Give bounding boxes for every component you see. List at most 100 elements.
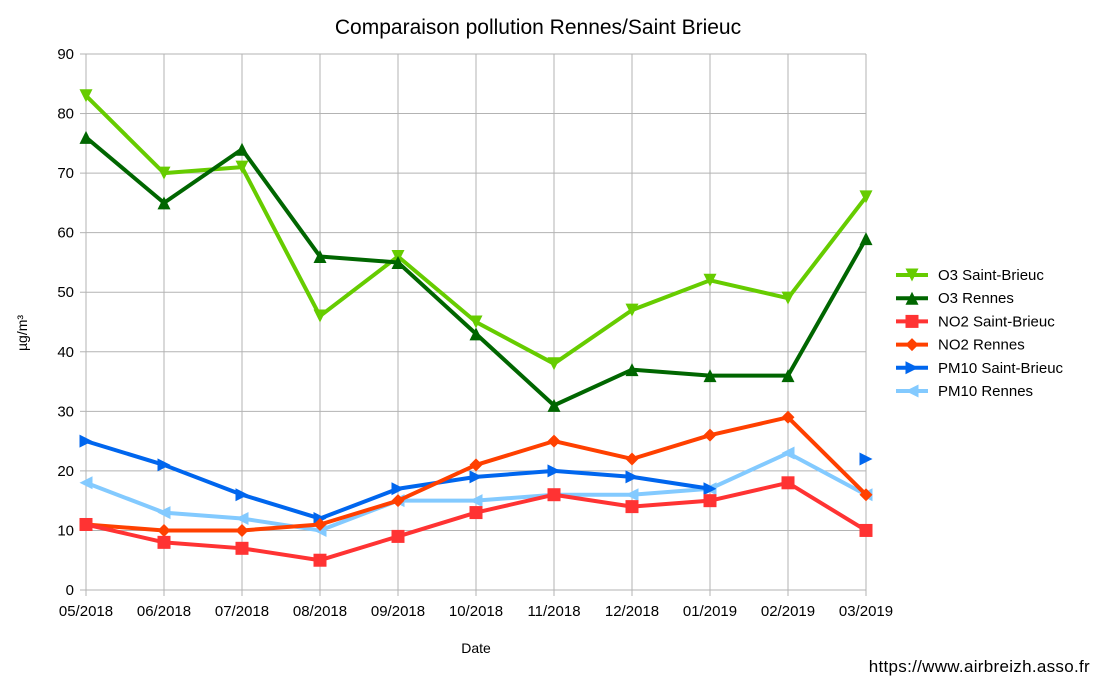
y-tick-label: 90 [57, 46, 74, 63]
data-point [469, 327, 483, 341]
data-point [157, 166, 171, 180]
data-point [469, 506, 483, 520]
data-point [313, 553, 327, 567]
legend-item: PM10 Rennes [896, 383, 1033, 400]
data-point [781, 410, 795, 424]
data-point [235, 488, 249, 502]
series-group [79, 89, 873, 567]
x-axis-label: Date [461, 640, 491, 656]
legend-marker [905, 361, 919, 375]
data-point [79, 130, 93, 144]
source-url: https://www.airbreizh.asso.fr [868, 657, 1090, 676]
data-point [469, 494, 483, 508]
data-point [157, 196, 171, 210]
data-point [625, 500, 639, 514]
data-point [547, 434, 561, 448]
data-point [625, 488, 639, 502]
data-point [703, 273, 717, 287]
legend-label: PM10 Rennes [938, 383, 1033, 400]
data-point [859, 232, 873, 246]
legend-label: NO2 Rennes [938, 337, 1025, 354]
x-tick-label: 08/2018 [293, 603, 347, 620]
chart-title: Comparaison pollution Rennes/Saint Brieu… [335, 16, 741, 39]
data-point [391, 529, 405, 543]
y-tick-label: 0 [66, 582, 74, 599]
y-tick-label: 30 [57, 403, 74, 420]
data-point [235, 541, 249, 555]
data-point [859, 488, 873, 502]
legend-marker [905, 268, 919, 282]
data-point [157, 535, 171, 549]
y-tick-label: 40 [57, 344, 74, 361]
data-point [547, 488, 561, 502]
data-point [469, 470, 483, 484]
data-point [79, 476, 93, 490]
y-axis-ticks: 0 10 20 30 40 50 60 70 80 90 [57, 46, 74, 599]
x-tick-label: 06/2018 [137, 603, 191, 620]
y-tick-label: 10 [57, 522, 74, 539]
data-point [859, 452, 873, 466]
legend-marker [905, 314, 919, 328]
data-point [625, 303, 639, 317]
data-point [157, 458, 171, 472]
data-point [79, 517, 93, 531]
data-point [625, 470, 639, 484]
data-point [781, 476, 795, 490]
data-point [235, 142, 249, 156]
y-tick-label: 20 [57, 463, 74, 480]
legend-marker [905, 291, 919, 305]
legend: O3 Saint-Brieuc O3 Rennes NO2 Saint-Brieuc… [896, 267, 1064, 400]
x-axis-ticks: 05/2018 06/2018 07/2018 08/2018 09/2018 10/20… [59, 603, 893, 620]
series-pm10-saint-brieuc [79, 434, 873, 526]
data-point [781, 291, 795, 305]
y-tick-label: 70 [57, 165, 74, 182]
data-point [469, 315, 483, 329]
data-point [781, 369, 795, 383]
data-point [547, 464, 561, 478]
data-point [391, 482, 405, 496]
x-tick-label: 03/2019 [839, 603, 893, 620]
data-point [547, 357, 561, 371]
legend-item: O3 Saint-Brieuc [896, 267, 1044, 284]
data-point [235, 512, 249, 526]
legend-marker [905, 384, 919, 398]
data-point [859, 523, 873, 537]
data-point [79, 89, 93, 103]
x-tick-label: 12/2018 [605, 603, 659, 620]
y-tick-label: 60 [57, 225, 74, 242]
data-point [157, 506, 171, 520]
data-point [703, 369, 717, 383]
y-tick-label: 50 [57, 284, 74, 301]
data-point [157, 523, 171, 537]
legend-item: NO2 Saint-Brieuc [896, 313, 1055, 330]
y-tick-label: 80 [57, 106, 74, 123]
legend-label: O3 Rennes [938, 290, 1014, 307]
data-point [235, 523, 249, 537]
data-point [469, 458, 483, 472]
x-tick-label: 10/2018 [449, 603, 503, 620]
y-axis-label: µg/m³ [14, 315, 30, 351]
x-tick-label: 01/2019 [683, 603, 737, 620]
series-no2-saint-brieuc [79, 476, 873, 567]
legend-item: PM10 Saint-Brieuc [896, 360, 1064, 377]
data-point [547, 398, 561, 412]
data-point [313, 249, 327, 263]
legend-label: NO2 Saint-Brieuc [938, 313, 1055, 330]
x-tick-label: 05/2018 [59, 603, 113, 620]
legend-item: NO2 Rennes [896, 337, 1025, 354]
data-point [703, 482, 717, 496]
legend-label: O3 Saint-Brieuc [938, 267, 1044, 284]
data-point [859, 190, 873, 204]
legend-marker [905, 338, 919, 352]
data-point [625, 363, 639, 377]
x-tick-label: 11/2018 [527, 603, 580, 620]
data-point [79, 434, 93, 448]
data-point [703, 428, 717, 442]
data-point [391, 255, 405, 269]
series-o3-rennes [79, 130, 873, 412]
data-point [313, 309, 327, 323]
legend-label: PM10 Saint-Brieuc [938, 360, 1064, 377]
data-point [625, 452, 639, 466]
data-point [313, 517, 327, 531]
